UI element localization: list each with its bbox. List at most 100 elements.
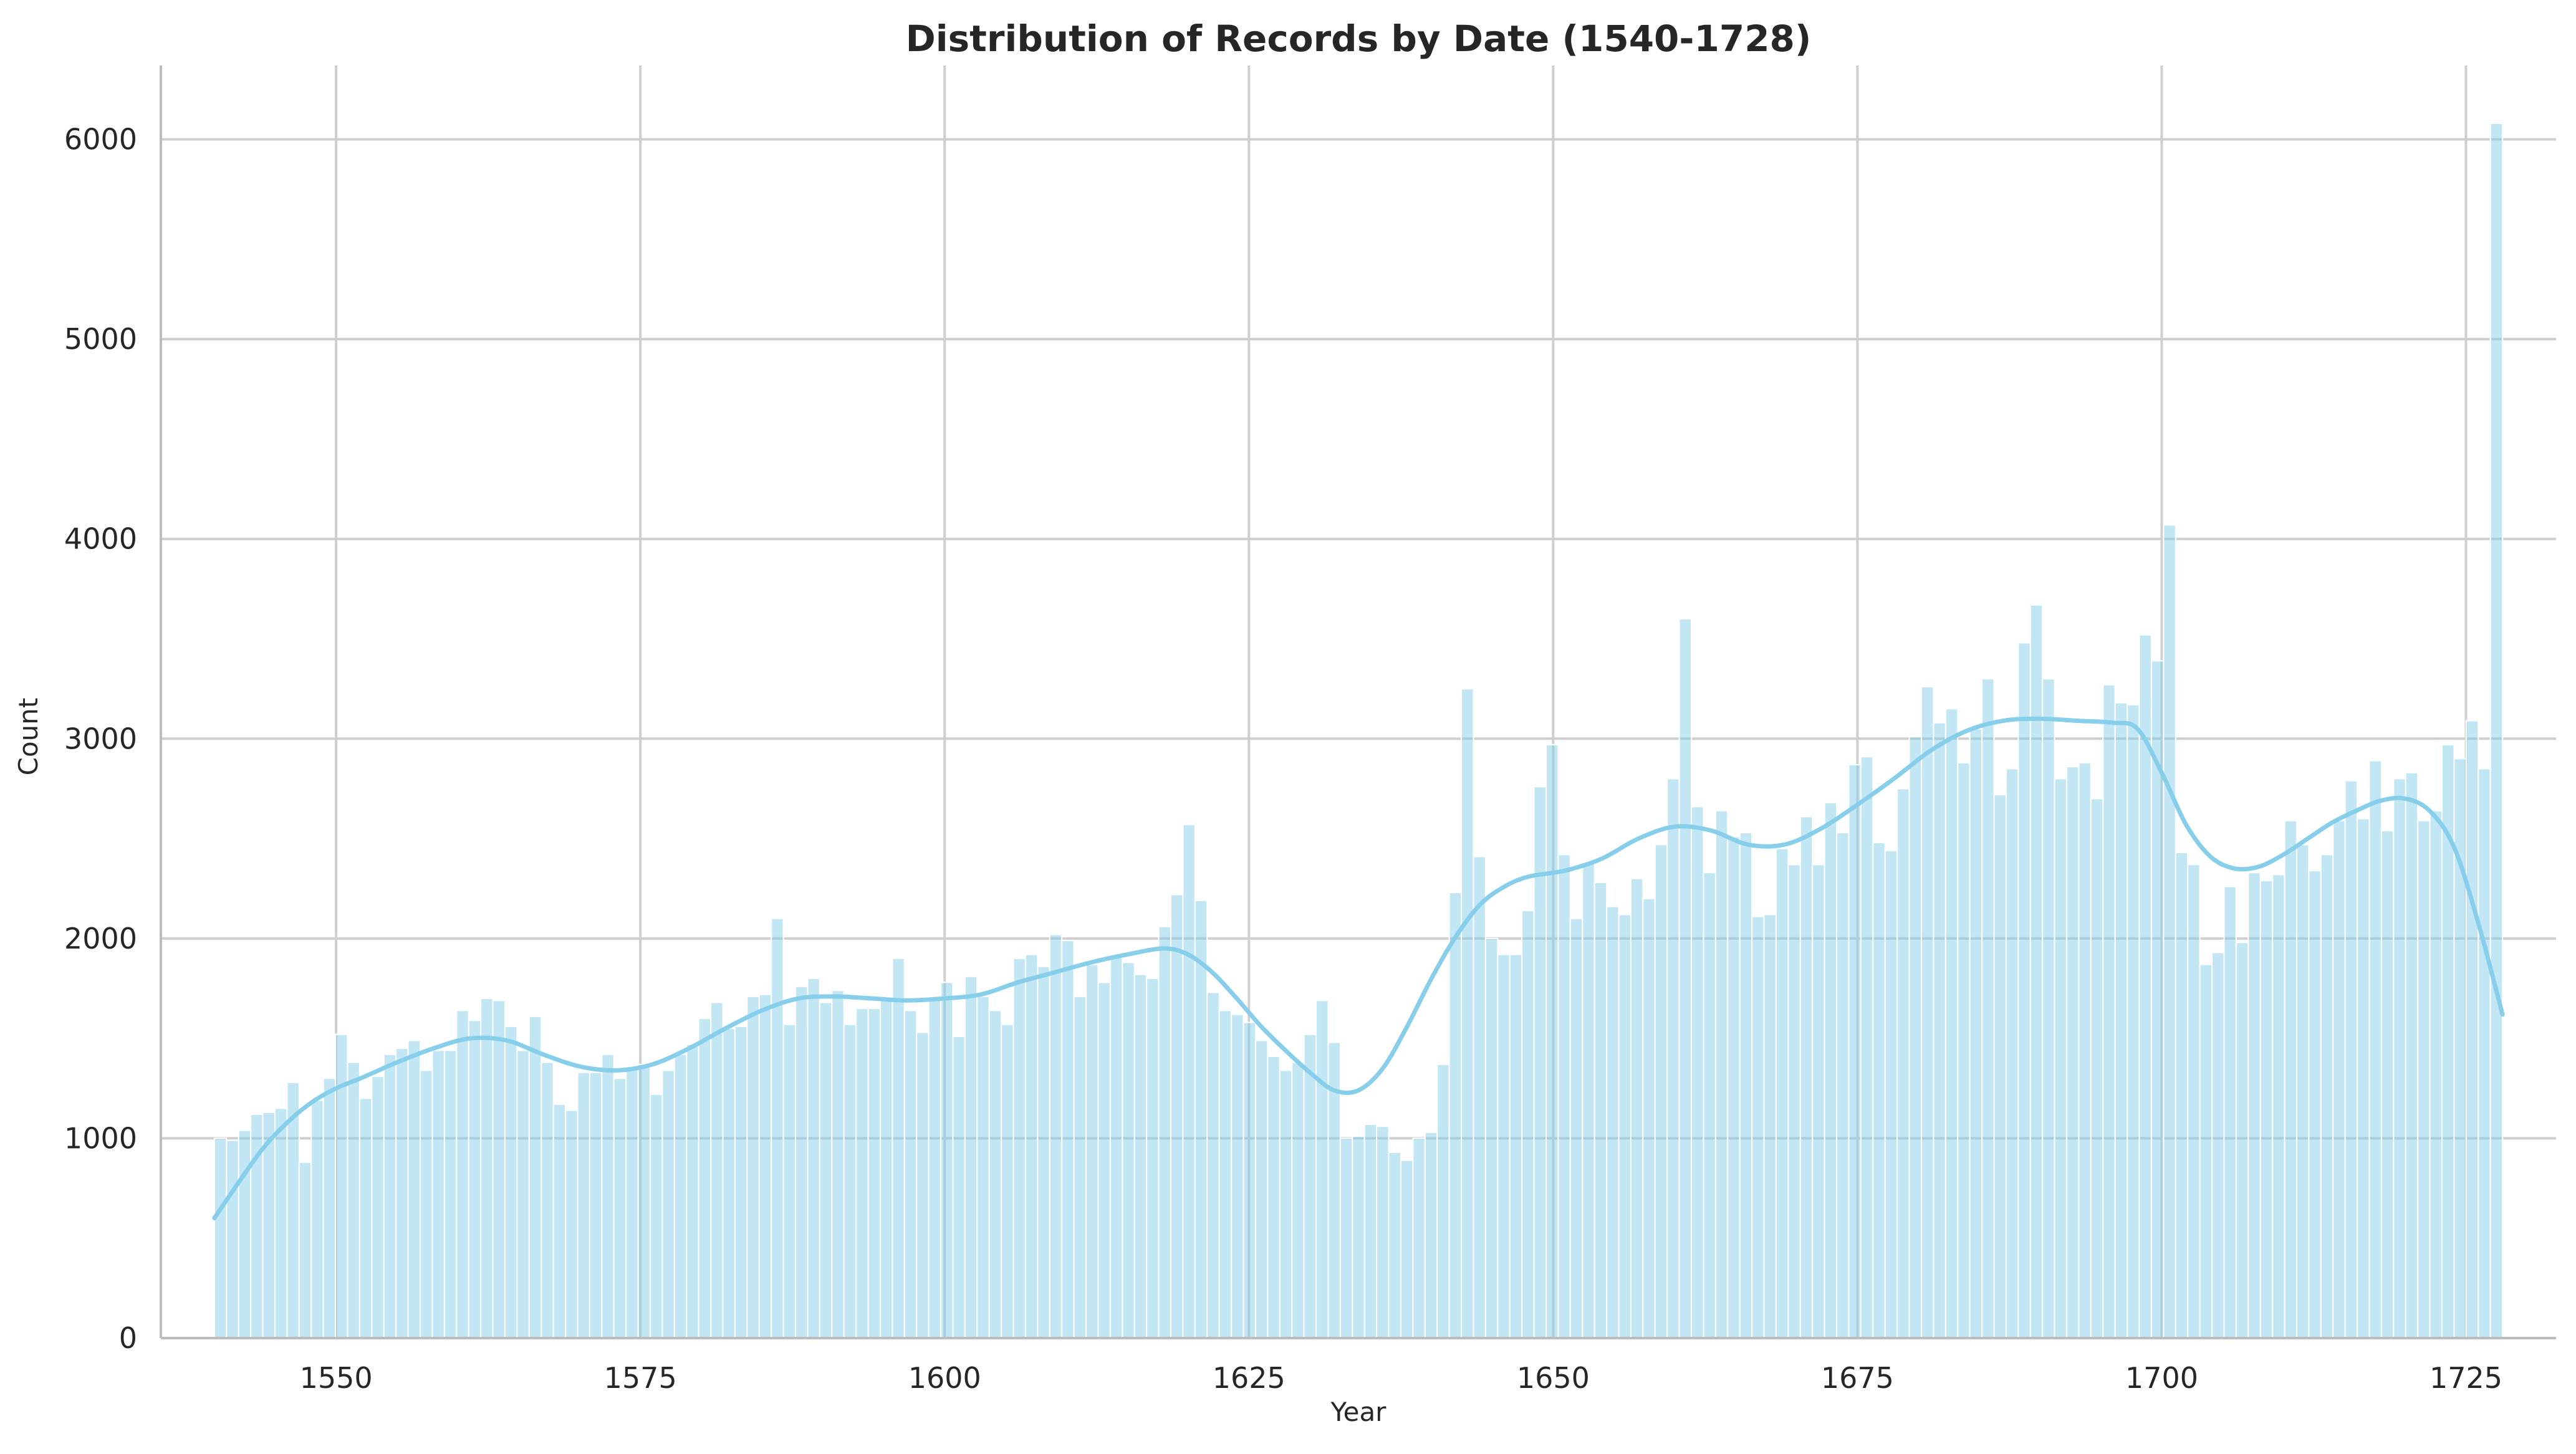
histogram-bar xyxy=(2320,854,2334,1339)
histogram-bar xyxy=(2284,820,2297,1339)
x-tick-label: 1700 xyxy=(2125,1361,2198,1395)
histogram-bar xyxy=(468,1020,482,1339)
chart-title: Distribution of Records by Date (1540-17… xyxy=(906,17,1812,60)
histogram-bar xyxy=(1884,849,1898,1339)
histogram-bar xyxy=(1363,1123,1378,1339)
histogram-bar xyxy=(1388,1151,1401,1339)
histogram-bar xyxy=(1678,618,1693,1339)
histogram-bar xyxy=(2211,952,2225,1339)
x-tick-label: 1600 xyxy=(908,1361,981,1395)
histogram-bar xyxy=(1593,882,1608,1339)
histogram-bar xyxy=(2223,886,2237,1339)
histogram-bar xyxy=(504,1025,518,1339)
histogram-bar xyxy=(1170,894,1184,1339)
histogram-bar xyxy=(2029,604,2044,1339)
histogram-bar xyxy=(1521,909,1535,1339)
y-axis-label: Count xyxy=(13,698,44,776)
histogram-bar xyxy=(1775,848,1789,1339)
histogram-bar xyxy=(322,1078,337,1339)
histogram-bar xyxy=(964,975,978,1339)
histogram-bar xyxy=(2114,702,2128,1339)
histogram-bar xyxy=(2332,820,2346,1339)
histogram-bar xyxy=(1484,937,1499,1339)
histogram-bar xyxy=(1582,862,1595,1339)
histogram-bar xyxy=(1291,1061,1305,1339)
histogram-bar xyxy=(2405,772,2419,1339)
histogram-bar xyxy=(1944,708,1959,1339)
histogram-bar xyxy=(1787,864,1801,1339)
histogram-bar xyxy=(1024,954,1039,1339)
histogram-bar xyxy=(2429,810,2443,1339)
histogram-bar xyxy=(1182,824,1196,1339)
x-tick-label: 1725 xyxy=(2429,1361,2502,1395)
histogram-bar xyxy=(2005,768,2019,1339)
histogram-bar xyxy=(710,1002,724,1339)
histogram-bar xyxy=(577,1071,590,1339)
histogram-bar xyxy=(2078,762,2092,1339)
y-tick-label: 1000 xyxy=(64,1121,137,1155)
histogram-bar xyxy=(1545,744,1559,1339)
histogram-bar xyxy=(1097,982,1111,1339)
histogram-bar xyxy=(1158,925,1172,1339)
histogram-bar xyxy=(552,1103,567,1339)
histogram-bar xyxy=(1073,995,1087,1339)
y-tick-label: 6000 xyxy=(64,123,137,156)
histogram-bar xyxy=(2102,684,2116,1339)
histogram-bar xyxy=(456,1010,469,1339)
histogram-bar xyxy=(1557,854,1571,1339)
histogram-bar xyxy=(819,1002,833,1339)
histogram-bar xyxy=(2477,768,2491,1339)
histogram-bar xyxy=(1920,686,1934,1339)
histogram-bar xyxy=(734,1025,748,1339)
histogram-bar xyxy=(1001,1023,1014,1339)
y-tick-label: 3000 xyxy=(64,722,137,755)
histogram-bar xyxy=(2259,879,2274,1339)
histogram-bar xyxy=(1763,914,1777,1339)
histogram-bar xyxy=(1352,1136,1365,1339)
y-tick-label: 5000 xyxy=(64,322,137,356)
histogram-bar xyxy=(1012,957,1026,1339)
bars xyxy=(213,122,2504,1339)
histogram-bar xyxy=(335,1033,348,1339)
histogram-bar xyxy=(298,1161,312,1339)
histogram-bar xyxy=(1848,763,1862,1339)
histogram-bar xyxy=(1606,906,1620,1339)
histogram-bar xyxy=(431,1050,445,1339)
histogram-bar xyxy=(673,1053,688,1339)
histogram-bar xyxy=(443,1050,458,1339)
histogram-bar xyxy=(1824,801,1838,1339)
histogram-bar xyxy=(1957,762,1971,1339)
y-tick-labels: 0 1000 2000 3000 4000 5000 6000 xyxy=(64,123,137,1355)
histogram-bar xyxy=(1896,788,1910,1339)
histogram-bar xyxy=(916,1031,930,1339)
histogram-bar xyxy=(1860,756,1874,1339)
histogram-bar xyxy=(1061,940,1075,1339)
histogram-bar xyxy=(1654,844,1668,1339)
histogram-bar xyxy=(2163,524,2176,1339)
x-axis-label: Year xyxy=(1330,1397,1387,1427)
histogram-bar xyxy=(1618,914,1632,1339)
histogram-bar xyxy=(2066,766,2080,1339)
histogram-bar xyxy=(613,1078,627,1339)
histogram-bar xyxy=(1315,1000,1329,1339)
histogram-bar xyxy=(1400,1159,1414,1339)
histogram-bar xyxy=(1727,836,1741,1339)
histogram-bar xyxy=(1109,955,1123,1339)
histogram-bar xyxy=(2344,780,2358,1339)
histogram-bar xyxy=(1085,964,1099,1339)
histogram-bar xyxy=(1703,872,1716,1339)
histogram-bar xyxy=(928,998,942,1339)
histogram-bar xyxy=(1049,934,1063,1339)
histogram-bar xyxy=(771,917,784,1339)
histogram-bar xyxy=(371,1076,385,1339)
histogram-bar xyxy=(1981,678,1995,1339)
histogram-bar xyxy=(2489,122,2504,1339)
histogram-bar xyxy=(746,995,760,1339)
histogram-bar xyxy=(2054,778,2068,1339)
histogram-bar xyxy=(1969,728,1983,1339)
histogram-bar xyxy=(1497,954,1511,1339)
histogram-bar xyxy=(358,1098,373,1339)
histogram-bar xyxy=(892,957,905,1339)
histogram-bar xyxy=(1908,736,1922,1339)
